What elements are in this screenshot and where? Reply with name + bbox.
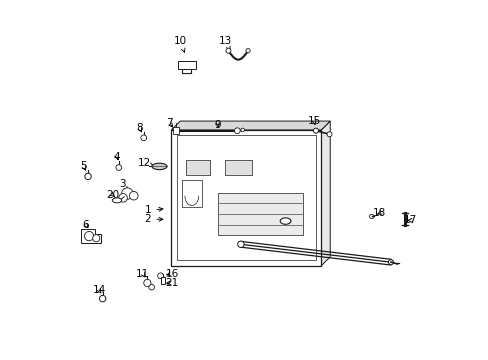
Text: 15: 15 [307, 116, 320, 126]
Text: 9: 9 [214, 120, 221, 130]
Text: 14: 14 [92, 285, 105, 295]
Text: 13: 13 [219, 36, 232, 51]
Circle shape [141, 135, 146, 141]
Text: 12: 12 [138, 158, 154, 168]
Circle shape [234, 128, 240, 134]
Text: 2: 2 [144, 214, 163, 224]
Polygon shape [321, 121, 329, 266]
Text: 5: 5 [80, 161, 87, 171]
Circle shape [129, 192, 138, 200]
Circle shape [387, 260, 393, 265]
Text: 8: 8 [136, 123, 143, 133]
Bar [171, 130, 321, 266]
Bar [224, 160, 251, 175]
Circle shape [99, 296, 106, 302]
Bar [173, 127, 179, 134]
Text: 17: 17 [403, 215, 416, 225]
Circle shape [369, 214, 373, 219]
Ellipse shape [152, 163, 166, 170]
Circle shape [326, 132, 331, 137]
Bar [185, 160, 209, 175]
Circle shape [241, 128, 244, 132]
Text: 20: 20 [105, 190, 119, 200]
Circle shape [225, 48, 230, 53]
Polygon shape [81, 229, 101, 243]
Ellipse shape [280, 218, 290, 224]
Circle shape [84, 231, 94, 241]
Bar [217, 193, 303, 235]
Bar [161, 277, 165, 284]
Circle shape [157, 273, 163, 279]
Ellipse shape [112, 198, 122, 203]
Circle shape [245, 49, 250, 53]
Polygon shape [171, 121, 329, 130]
Circle shape [119, 194, 127, 202]
Text: 4: 4 [113, 152, 120, 162]
Text: 1: 1 [144, 205, 163, 215]
Bar [177, 61, 195, 68]
Bar [182, 180, 201, 207]
Text: 21: 21 [165, 278, 179, 288]
Circle shape [313, 128, 318, 133]
Text: 10: 10 [173, 36, 186, 52]
Circle shape [122, 188, 133, 199]
Circle shape [143, 279, 151, 287]
Text: 7: 7 [166, 118, 172, 128]
Text: 19: 19 [268, 213, 282, 223]
Text: 11: 11 [136, 269, 149, 279]
Circle shape [84, 173, 91, 180]
Circle shape [93, 235, 100, 242]
Circle shape [116, 165, 122, 170]
Circle shape [237, 241, 244, 248]
Text: 6: 6 [82, 220, 89, 230]
Circle shape [148, 284, 154, 290]
Text: 16: 16 [165, 269, 179, 279]
Bar [176, 135, 315, 260]
Text: 18: 18 [372, 208, 386, 218]
Text: 3: 3 [119, 179, 128, 192]
